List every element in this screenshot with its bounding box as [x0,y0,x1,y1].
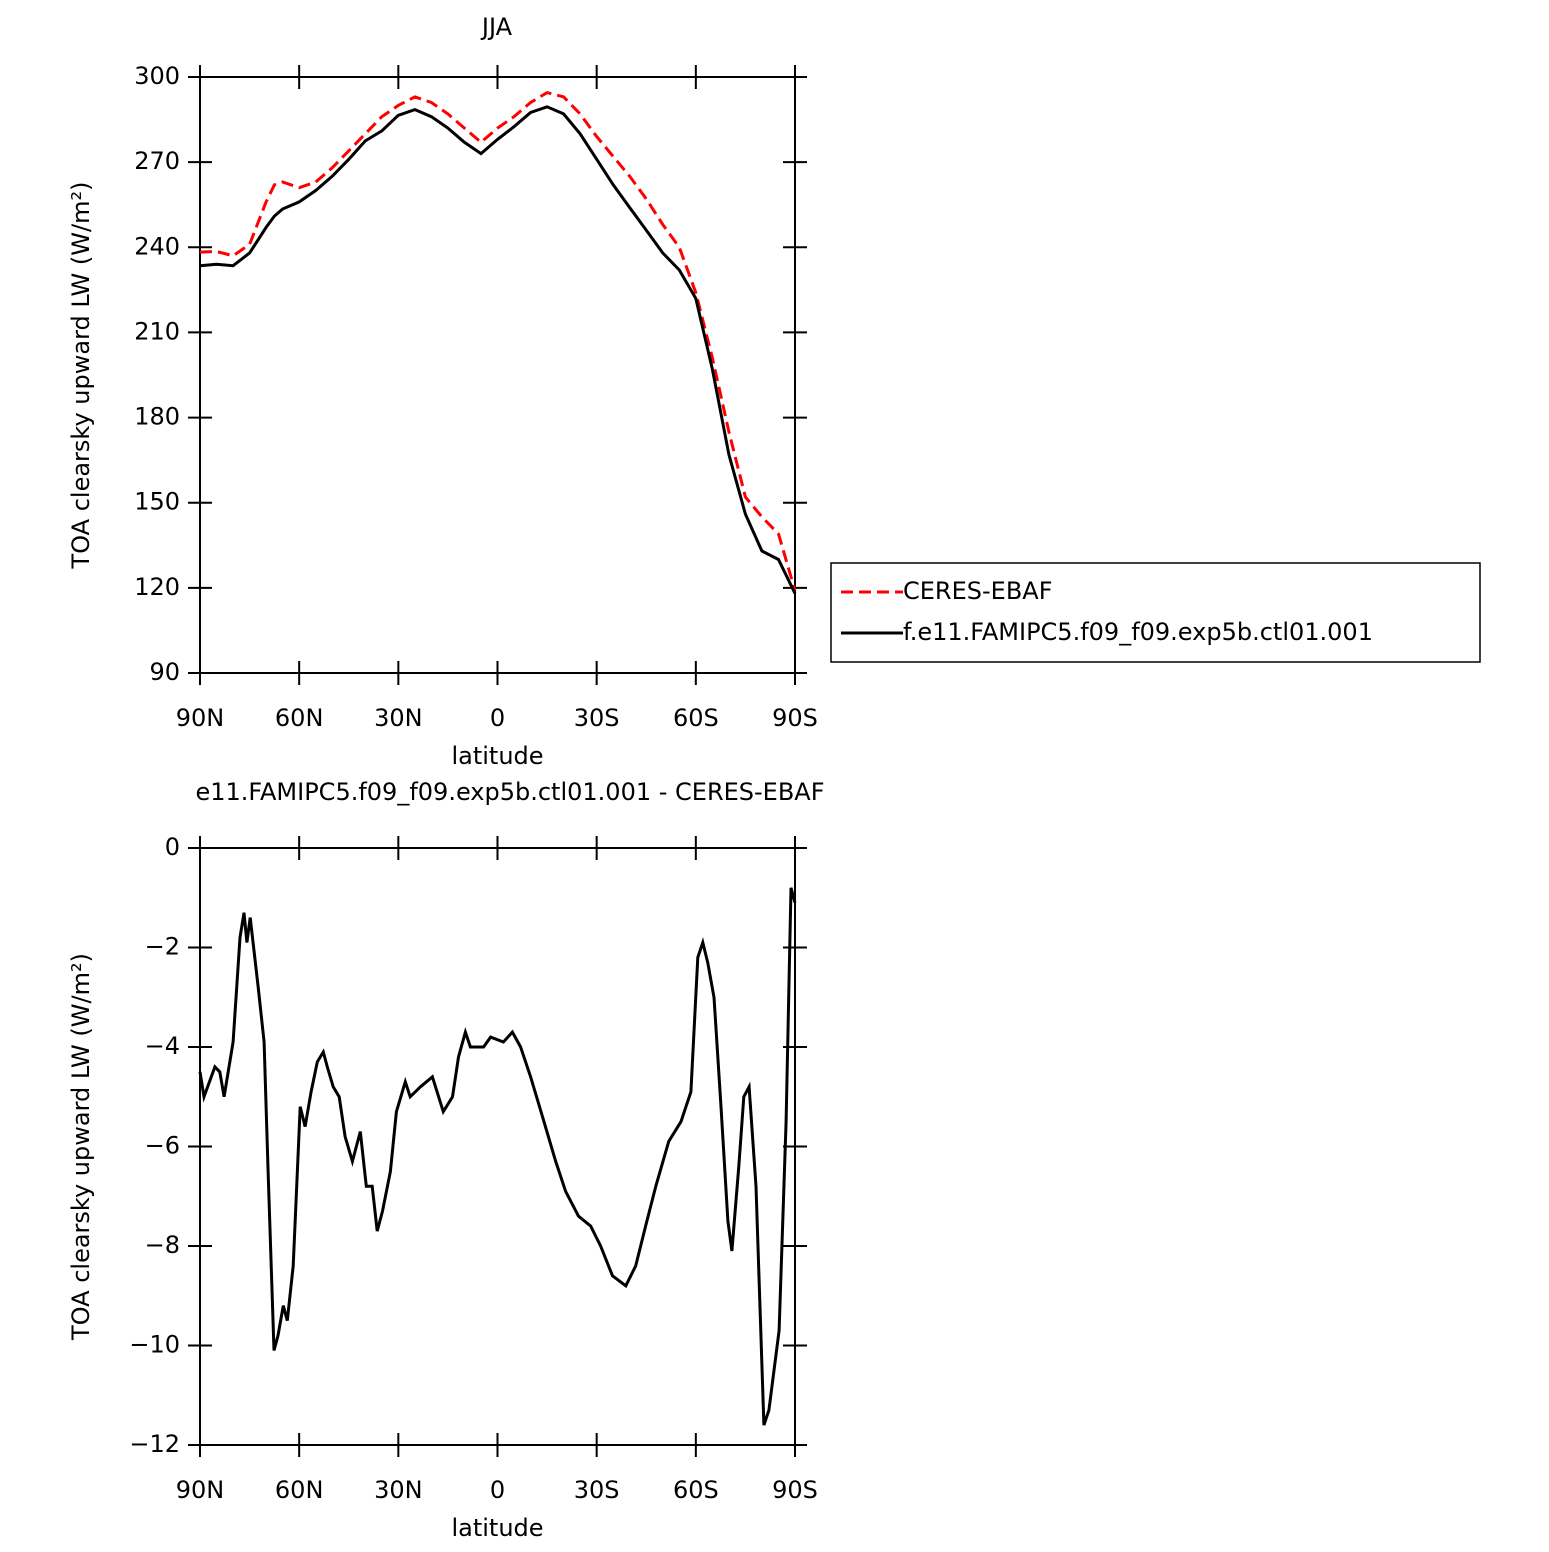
x-tick-label: 30N [374,1476,423,1504]
y-tick-label: −2 [145,933,180,961]
y-tick-label: 270 [134,147,180,175]
data-line [199,105,797,595]
legend-label: f.e11.FAMIPC5.f09_f09.exp5b.ctl01.001 [903,618,1373,646]
y-tick-label: 300 [134,62,180,90]
data-line [198,887,797,1426]
x-axis-label: latitude [451,1514,543,1542]
x-tick-label: 60S [673,1476,719,1504]
chart-title: e11.FAMIPC5.f09_f09.exp5b.ctl01.001 - CE… [195,778,824,806]
y-tick-label: 120 [134,573,180,601]
y-tick-label: 180 [134,403,180,431]
plot-frame [199,76,796,674]
y-tick-label: 210 [134,317,180,345]
legend-label: CERES-EBAF [903,577,1053,605]
y-tick-label: −12 [129,1430,180,1458]
y-tick-label: −4 [145,1032,180,1060]
y-tick-label: 0 [165,833,180,861]
x-tick-label: 30N [374,704,423,732]
y-tick-label: −10 [129,1331,180,1359]
x-tick-label: 90S [772,1476,818,1504]
x-tick-label: 0 [490,704,505,732]
y-tick-label: −6 [145,1132,180,1160]
x-tick-label: 30S [574,1476,620,1504]
y-axis-label: TOA clearsky upward LW (W/m²) [67,953,95,1341]
x-tick-label: 60S [673,704,719,732]
y-tick-label: −8 [145,1231,180,1259]
y-axis-label: TOA clearsky upward LW (W/m²) [67,182,95,570]
x-tick-label: 0 [490,1476,505,1504]
x-tick-label: 90S [772,704,818,732]
legend-box [830,562,1481,663]
x-tick-label: 90N [176,704,225,732]
y-tick-label: 150 [134,488,180,516]
chart-title: JJA [480,13,513,41]
x-tick-label: 60N [275,704,324,732]
x-tick-label: 30S [574,704,620,732]
data-line [199,90,797,592]
x-tick-label: 60N [275,1476,324,1504]
y-tick-label: 90 [149,658,180,686]
x-tick-label: 90N [176,1476,225,1504]
y-tick-label: 240 [134,232,180,260]
x-axis-label: latitude [451,742,543,770]
plot-frame [199,847,796,1446]
